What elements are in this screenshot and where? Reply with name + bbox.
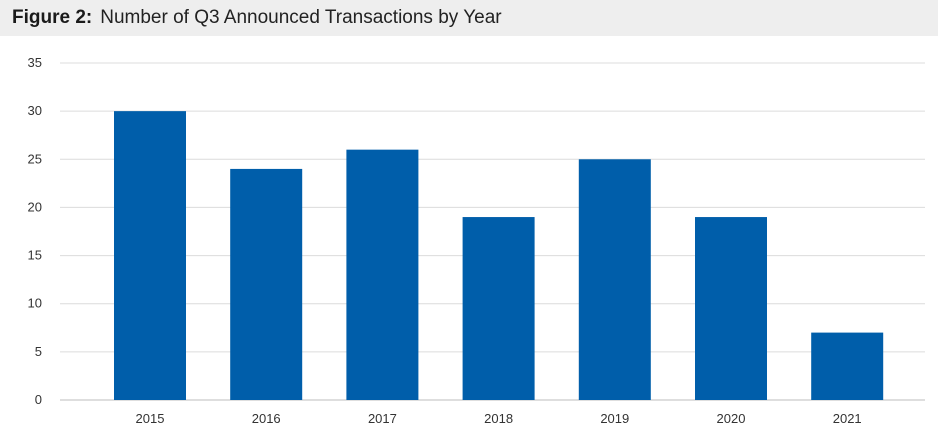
y-tick-label: 35 bbox=[28, 55, 42, 70]
chart-title-bar: Figure 2: Number of Q3 Announced Transac… bbox=[0, 0, 938, 36]
bar-2021 bbox=[811, 332, 884, 400]
x-tick-label-2021: 2021 bbox=[833, 411, 862, 426]
y-tick-label: 25 bbox=[28, 151, 42, 166]
y-tick-label: 10 bbox=[28, 296, 42, 311]
chart-title: Number of Q3 Announced Transactions by Y… bbox=[100, 7, 502, 28]
y-tick-label: 30 bbox=[28, 103, 42, 118]
bar-2017 bbox=[346, 149, 419, 400]
bar-2016 bbox=[230, 168, 303, 400]
figure-number: Figure 2: bbox=[12, 7, 93, 28]
y-tick-label: 15 bbox=[28, 248, 42, 263]
x-axis-tick-labels: 2015 2016 2017 2018 2019 2020 2021 bbox=[136, 411, 862, 426]
y-tick-label: 20 bbox=[28, 199, 42, 214]
x-tick-label-2019: 2019 bbox=[600, 411, 629, 426]
x-tick-label-2018: 2018 bbox=[484, 411, 513, 426]
y-axis-tick-labels: 0 5 10 15 20 25 30 35 bbox=[28, 55, 42, 407]
bar-2019 bbox=[578, 159, 651, 400]
bar-2018 bbox=[462, 217, 535, 400]
bar-2020 bbox=[695, 217, 767, 400]
bar-2015 bbox=[114, 111, 186, 401]
y-tick-label: 0 bbox=[35, 392, 42, 407]
x-tick-label-2017: 2017 bbox=[368, 411, 397, 426]
x-tick-label-2020: 2020 bbox=[717, 411, 746, 426]
x-tick-label-2016: 2016 bbox=[252, 411, 281, 426]
x-tick-label-2015: 2015 bbox=[136, 411, 165, 426]
bars bbox=[114, 111, 884, 401]
y-tick-label: 5 bbox=[35, 344, 42, 359]
